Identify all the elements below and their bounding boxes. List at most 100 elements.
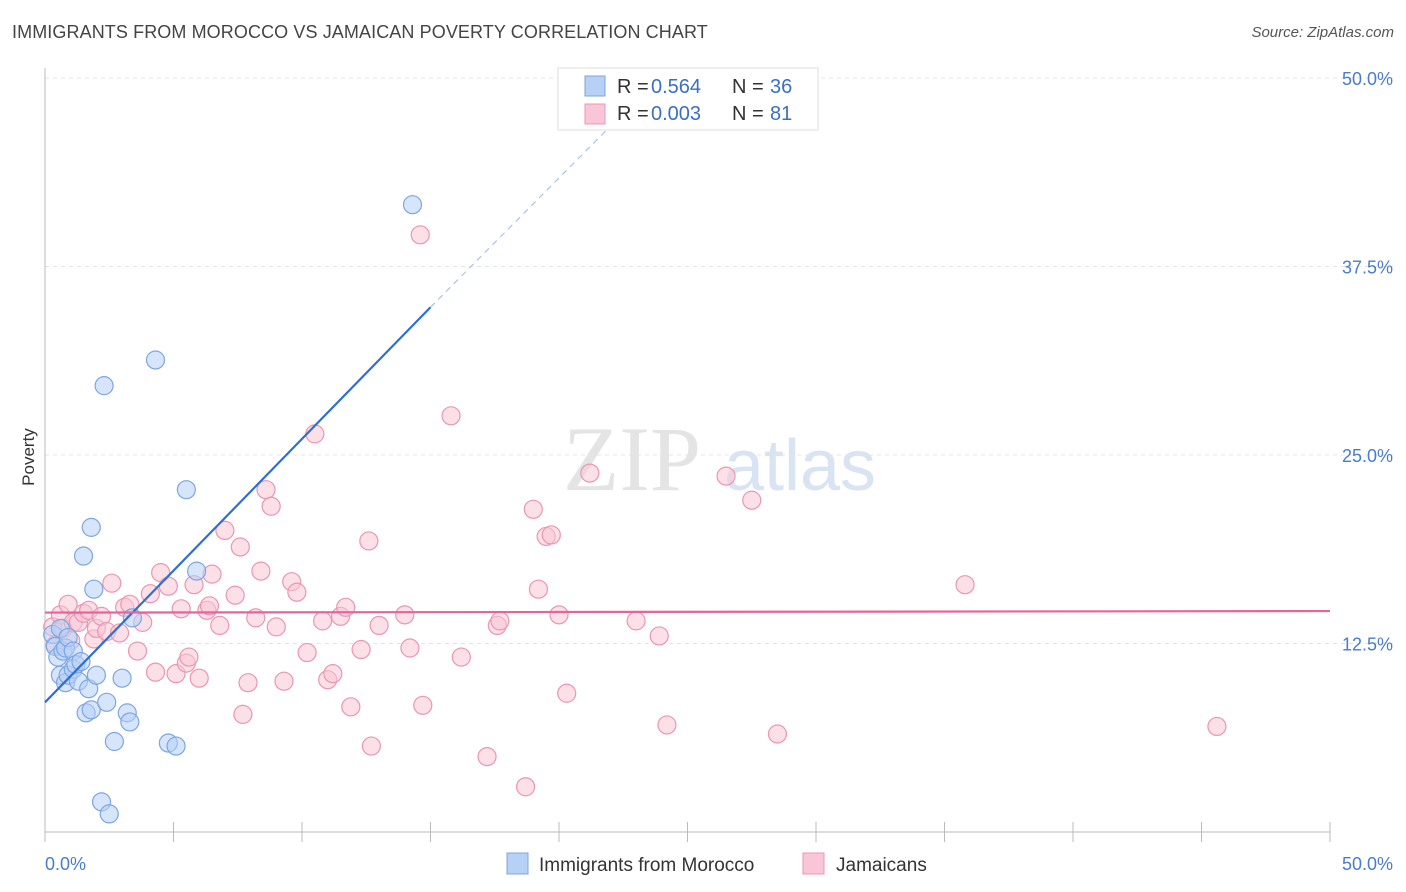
morocco-point-35	[187, 561, 207, 581]
x-tick-label-min: 0.0%	[45, 854, 86, 874]
jamaicans-point-57	[361, 736, 381, 756]
jamaicans-point-77	[649, 626, 669, 646]
stats-n-label-morocco: N =	[732, 76, 764, 98]
jamaicans-point-53	[336, 597, 356, 617]
stats-r-label-jamaicans: R =	[617, 103, 649, 125]
legend-swatch-morocco	[506, 852, 529, 875]
jamaicans-point-44	[274, 671, 294, 691]
jamaicans-point-34	[215, 520, 235, 541]
jamaicans-point-40	[251, 561, 271, 581]
jamaicans-point-25	[171, 599, 191, 619]
jamaicans-point-33	[210, 615, 230, 636]
morocco-point-15	[73, 546, 94, 566]
y-axis-title: Poverty	[19, 428, 38, 486]
trend-line-jamaicans	[44, 609, 1331, 614]
jamaicans-point-47	[297, 642, 317, 663]
stats-swatch-morocco	[584, 75, 606, 97]
jamaicans-point-78	[657, 715, 677, 735]
legend-label-jamaicans: Jamaicans	[836, 855, 927, 876]
x-tick-layer	[44, 822, 1331, 842]
jamaicans-point-55	[351, 639, 371, 660]
y-tick-label-0: 12.5%	[1342, 635, 1393, 655]
stats-r-value-jamaicans: 0.003	[651, 103, 701, 125]
jamaicans-point-58	[369, 615, 389, 636]
morocco-point-36	[402, 195, 423, 215]
points-jamaicans	[43, 225, 1227, 797]
jamaicans-point-29	[189, 668, 209, 688]
morocco-point-21	[86, 665, 107, 685]
morocco-point-24	[97, 692, 117, 712]
jamaicans-point-59	[395, 605, 415, 625]
jamaicans-point-61	[410, 225, 430, 245]
jamaicans-point-46	[287, 582, 307, 602]
jamaicans-point-80	[742, 490, 762, 510]
morocco-point-19	[81, 700, 101, 720]
morocco-point-33	[166, 736, 186, 756]
chart-title: IMMIGRANTS FROM MOROCCO VS JAMAICAN POVE…	[12, 22, 708, 42]
trend-line-morocco	[44, 306, 432, 704]
morocco-point-31	[145, 350, 166, 370]
trend-layer	[44, 125, 1331, 704]
stats-r-value-morocco: 0.564	[651, 76, 701, 98]
jamaicans-point-81	[767, 724, 788, 744]
legend: Immigrants from Morocco Jamaicans	[506, 852, 927, 876]
jamaicans-point-32	[202, 564, 222, 584]
y-tick-label-1: 25.0%	[1342, 446, 1393, 466]
jamaicans-point-62	[413, 695, 433, 715]
jamaicans-point-49	[312, 611, 333, 631]
stats-n-label-jamaicans: N =	[732, 103, 764, 125]
stats-n-value-morocco: 36	[770, 76, 792, 98]
jamaicans-point-75	[580, 463, 600, 483]
jamaicans-point-37	[233, 704, 253, 724]
jamaicans-point-65	[477, 746, 497, 767]
morocco-point-29	[120, 712, 140, 732]
jamaicans-point-35	[225, 585, 245, 605]
jamaicans-point-74	[557, 683, 577, 703]
jamaicans-point-69	[523, 499, 543, 519]
jamaicans-point-43	[266, 617, 286, 637]
jamaicans-point-63	[441, 406, 461, 426]
morocco-point-27	[112, 668, 132, 688]
watermark-zip: ZIP	[563, 408, 701, 510]
jamaicans-point-68	[515, 777, 536, 797]
grid-layer	[45, 77, 1393, 644]
morocco-point-34	[176, 480, 196, 500]
jamaicans-point-60	[400, 638, 420, 658]
jamaicans-point-73	[549, 605, 569, 625]
stats-swatch-jamaicans	[584, 103, 606, 125]
jamaicans-point-23	[158, 576, 178, 596]
jamaicans-point-27	[179, 647, 199, 667]
jamaicans-point-18	[127, 641, 148, 661]
jamaicans-point-67	[490, 611, 510, 631]
stats-r-label-morocco: R =	[617, 76, 649, 98]
legend-swatch-jamaicans	[802, 852, 825, 875]
stats-n-value-jamaicans: 81	[770, 103, 792, 125]
jamaicans-point-76	[626, 611, 646, 631]
x-tick-label-max: 50.0%	[1342, 854, 1393, 874]
jamaicans-point-56	[359, 531, 379, 551]
morocco-point-23	[94, 376, 114, 396]
y-tick-layer: 12.5% 25.0% 37.5% 50.0%	[1342, 69, 1393, 655]
chart-source: Source: ZipAtlas.com	[1251, 24, 1394, 41]
morocco-point-14	[71, 651, 91, 672]
morocco-point-18	[81, 517, 101, 537]
jamaicans-point-42	[261, 496, 281, 516]
jamaicans-point-36	[230, 537, 250, 557]
jamaicans-point-31	[199, 596, 220, 616]
jamaicans-point-70	[528, 579, 549, 599]
jamaicans-point-14	[102, 573, 122, 593]
jamaicans-point-48	[305, 424, 325, 444]
jamaicans-point-83	[1207, 716, 1227, 737]
morocco-point-25	[99, 804, 119, 824]
jamaicans-point-54	[341, 697, 361, 717]
y-tick-label-3: 50.0%	[1342, 69, 1393, 89]
y-tick-label-2: 37.5%	[1342, 258, 1393, 278]
jamaicans-point-38	[238, 673, 258, 693]
trend-line-morocco-extension	[430, 125, 611, 308]
morocco-point-20	[84, 579, 104, 599]
jamaicans-point-64	[451, 647, 471, 667]
stats-box: R = 0.564 N = 36 R = 0.003 N = 81	[557, 67, 819, 131]
jamaicans-point-72	[541, 525, 561, 545]
jamaicans-point-21	[145, 662, 166, 682]
